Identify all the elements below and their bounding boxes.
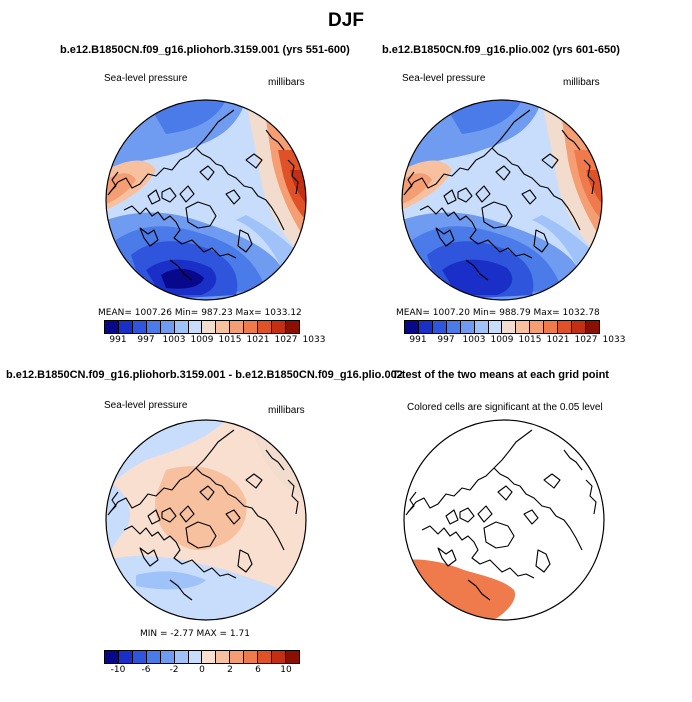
colorbar-tick-label: 1009 <box>190 335 214 345</box>
pressure-region-low <box>161 268 204 289</box>
colorbar-swatch <box>131 321 146 333</box>
polar-map-top-left <box>105 99 307 301</box>
significance-note: Colored cells are significant at the 0.0… <box>407 402 603 413</box>
stats-bottom-left: MIN = -2.77 MAX = 1.71 <box>140 629 250 639</box>
colorbar-swatch <box>459 321 474 333</box>
units-label-top-right: millibars <box>563 77 600 88</box>
colorbar-swatch <box>159 651 174 663</box>
colorbar-tick-label: 2 <box>227 665 233 675</box>
colorbar-tick-label: 6 <box>255 665 261 675</box>
colorbar-swatch <box>145 651 160 663</box>
units-label-top-left: millibars <box>268 77 305 88</box>
colorbar-tick-label: 1003 <box>162 335 186 345</box>
colorbar-swatch <box>173 651 188 663</box>
colorbar-tick-label: 1033 <box>302 335 326 345</box>
variable-label-top-right: Sea-level pressure <box>402 73 486 84</box>
colorbar-swatch <box>229 651 244 663</box>
pressure-region-high <box>574 150 602 220</box>
colorbar-top-left <box>104 320 300 334</box>
colorbar-swatch <box>557 321 572 333</box>
colorbar-swatch <box>215 651 230 663</box>
pressure-region-low <box>442 259 513 295</box>
colorbar-swatch <box>243 321 258 333</box>
colorbar-tick-label: 991 <box>409 335 427 345</box>
colorbar-swatch <box>159 321 174 333</box>
main-title: DJF <box>328 10 364 31</box>
colorbar-ticks-top-left: 991 997 1003 1009 1015 1021 1027 1033 <box>104 335 325 347</box>
colorbar-bottom-left <box>104 650 300 664</box>
colorbar-swatch <box>271 321 285 333</box>
colorbar-tick-label: -2 <box>169 665 179 675</box>
colorbar-tick-label: 1027 <box>274 335 298 345</box>
polar-map-bottom-right <box>403 419 605 621</box>
colorbar-tick-label: 997 <box>437 335 455 345</box>
panel-title-bottom-left: b.e12.B1850CN.f09_g16.pliohorb.3159.001 … <box>6 369 403 381</box>
colorbar-swatch <box>405 321 418 333</box>
colorbar-ticks-bottom-left: -10 -6 -2 0 2 6 10 <box>104 665 300 677</box>
colorbar-tick-label: 0 <box>199 665 205 675</box>
colorbar-swatch <box>487 321 502 333</box>
colorbar-swatch <box>445 321 460 333</box>
colorbar-tick-label: 1009 <box>490 335 514 345</box>
colorbar-tick-label: 997 <box>137 335 155 345</box>
stats-top-right: MEAN= 1007.20 Min= 988.79 Max= 1032.78 <box>396 308 600 318</box>
colorbar-swatch <box>571 321 585 333</box>
colorbar-tick-label: 1027 <box>574 335 598 345</box>
colorbar-swatch <box>243 651 258 663</box>
colorbar-swatch <box>473 321 488 333</box>
panel-title-top-left: b.e12.B1850CN.f09_g16.pliohorb.3159.001 … <box>60 44 350 56</box>
difference-region-positive <box>155 466 247 550</box>
panel-title-top-right: b.e12.B1850CN.f09_g16.plio.002 (yrs 601-… <box>382 44 620 56</box>
colorbar-swatch <box>501 321 516 333</box>
colorbar-tick-label: 1021 <box>246 335 270 345</box>
colorbar-tick-label: 1033 <box>602 335 626 345</box>
colorbar-swatch <box>145 321 160 333</box>
colorbar-swatch <box>173 321 188 333</box>
colorbar-swatch <box>271 651 285 663</box>
colorbar-swatch <box>257 651 272 663</box>
colorbar-swatch <box>584 321 599 333</box>
variable-label-bottom-left: Sea-level pressure <box>104 400 188 411</box>
colorbar-swatch <box>529 321 544 333</box>
colorbar-tick-label: 1015 <box>518 335 542 345</box>
pressure-region-high <box>402 173 432 204</box>
colorbar-swatch <box>431 321 446 333</box>
colorbar-swatch <box>187 651 202 663</box>
units-label-bottom-left: millibars <box>268 405 305 416</box>
polar-map-bottom-left <box>105 419 307 621</box>
variable-label-top-left: Sea-level pressure <box>104 73 188 84</box>
colorbar-tick-label: -6 <box>141 665 151 675</box>
colorbar-ticks-top-right: 991 997 1003 1009 1015 1021 1027 1033 <box>404 335 625 347</box>
colorbar-tick-label: 991 <box>109 335 127 345</box>
pressure-region-high <box>106 173 136 204</box>
colorbar-swatch <box>117 321 132 333</box>
colorbar-swatch <box>131 651 146 663</box>
colorbar-tick-label: 1015 <box>218 335 242 345</box>
colorbar-top-right <box>404 320 600 334</box>
colorbar-swatch <box>284 651 299 663</box>
stats-top-left: MEAN= 1007.26 Min= 987.23 Max= 1033.12 <box>98 308 302 318</box>
colorbar-swatch <box>105 651 118 663</box>
colorbar-swatch <box>215 321 230 333</box>
colorbar-swatch <box>117 651 132 663</box>
colorbar-swatch <box>105 321 118 333</box>
colorbar-swatch <box>257 321 272 333</box>
colorbar-tick-label: 1021 <box>546 335 570 345</box>
colorbar-swatch <box>417 321 432 333</box>
panel-title-bottom-right: T-test of the two means at each grid poi… <box>392 369 609 381</box>
colorbar-tick-label: -10 <box>110 665 126 675</box>
colorbar-swatch <box>229 321 244 333</box>
colorbar-tick-label: 10 <box>280 665 292 675</box>
colorbar-swatch <box>543 321 558 333</box>
colorbar-swatch <box>201 321 216 333</box>
pressure-region-high <box>278 150 306 220</box>
colorbar-tick-label: 1003 <box>462 335 486 345</box>
colorbar-swatch <box>201 651 216 663</box>
colorbar-swatch <box>515 321 530 333</box>
colorbar-swatch <box>187 321 202 333</box>
colorbar-swatch <box>284 321 299 333</box>
polar-map-top-right <box>401 99 603 301</box>
